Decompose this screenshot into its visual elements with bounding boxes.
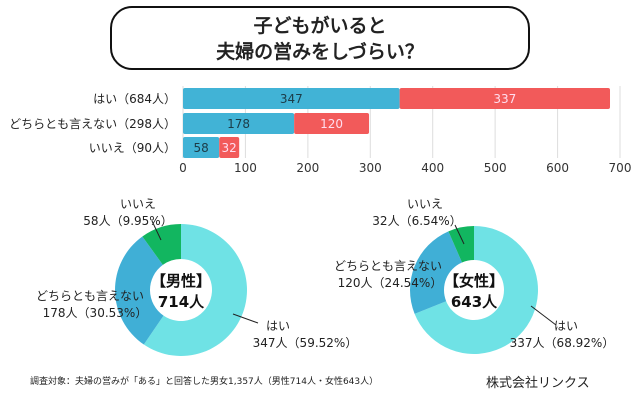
bar-value-label: 337 [493, 92, 516, 106]
x-tick-label: 400 [421, 161, 444, 175]
bar-value-label: 120 [320, 117, 343, 131]
chart-title: 子どもがいると 夫婦の営みをしづらい？ [110, 6, 530, 70]
slice-value: 120人（24.54%） [338, 276, 443, 290]
donut-center-total: 714人 [158, 293, 205, 311]
slice-label: どちらとも言えない [334, 259, 442, 273]
company-name: 株式会社リンクス [486, 376, 590, 391]
x-tick-label: 500 [484, 161, 507, 175]
bar-segment [183, 88, 400, 109]
category-label: どちらとも言えない（298人） [9, 117, 176, 131]
slice-label: どちらとも言えない [36, 289, 144, 303]
donut-slice [410, 231, 463, 314]
leader-line [232, 313, 259, 324]
bar-value-label: 32 [222, 141, 237, 155]
donut-center-total: 643人 [451, 293, 498, 311]
title-line-1: 子どもがいると [253, 15, 387, 37]
slice-value: 337人（68.92%） [510, 336, 615, 350]
slice-value: 58人（9.95%） [83, 214, 172, 228]
x-tick-label: 200 [296, 161, 319, 175]
leader-line [530, 305, 557, 326]
bar-value-label: 347 [280, 92, 303, 106]
slice-value: 178人（30.53%） [43, 306, 148, 320]
x-tick-label: 600 [546, 161, 569, 175]
x-tick-label: 700 [609, 161, 632, 175]
x-tick-label: 100 [234, 161, 257, 175]
bar-segment [183, 113, 295, 134]
donut-slice [414, 226, 538, 355]
title-line-2: 夫婦の営みをしづらい？ [216, 41, 424, 63]
bar-value-label: 178 [227, 117, 250, 131]
donut-slice [448, 226, 474, 263]
donut-center-title: 【男性】 [151, 272, 211, 290]
slice-value: 347人（59.52%） [253, 336, 358, 350]
bar-segment [183, 137, 220, 158]
slice-label: はい [554, 319, 578, 333]
bar-segment [399, 88, 611, 109]
bar-value-label: 58 [193, 141, 208, 155]
donut-slice [143, 224, 248, 356]
survey-note: 調査対象：夫婦の営みが「ある」と回答した男女1,357人（男性714人・女性64… [30, 377, 379, 387]
bar-segment [294, 113, 370, 134]
bar-segment [219, 137, 240, 158]
slice-label: いいえ [407, 197, 443, 211]
donut-center-title: 【女性】 [444, 272, 504, 290]
donut-slice [142, 224, 181, 265]
category-label: はい（684人） [93, 92, 176, 106]
x-tick-label: 0 [179, 161, 187, 175]
leader-line [151, 220, 162, 241]
slice-label: いいえ [120, 197, 156, 211]
leader-line [454, 224, 465, 245]
slice-value: 32人（6.54%） [372, 214, 461, 228]
donut-slice [115, 236, 164, 345]
category-label: いいえ（90人） [89, 141, 176, 155]
slice-label: はい [266, 319, 290, 333]
x-tick-label: 300 [359, 161, 382, 175]
